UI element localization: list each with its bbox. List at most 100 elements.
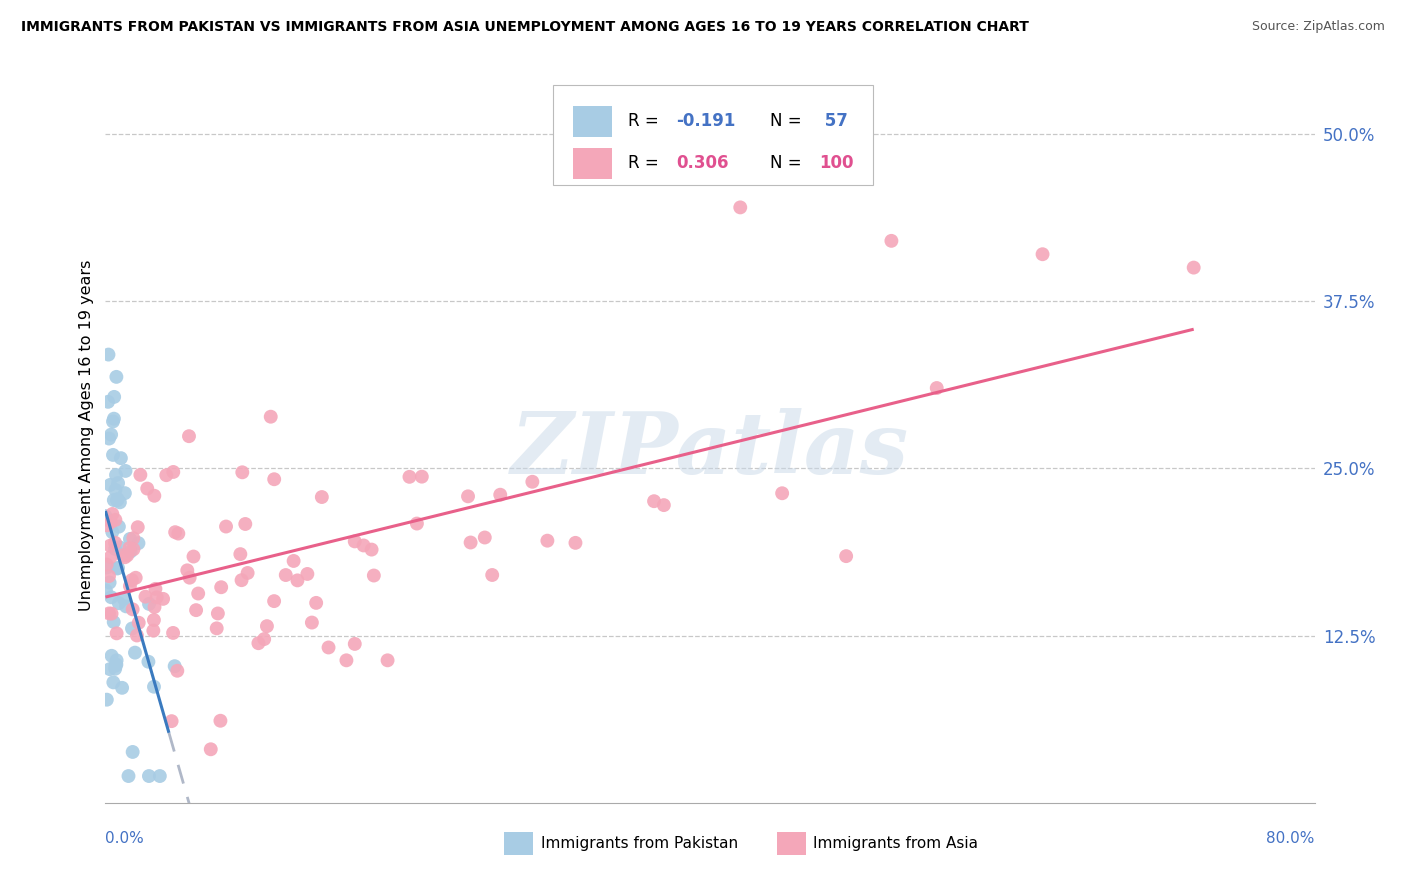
Y-axis label: Unemployment Among Ages 16 to 19 years: Unemployment Among Ages 16 to 19 years bbox=[79, 260, 94, 610]
Point bbox=[103, 493, 125, 508]
Point bbox=[925, 381, 948, 395]
Point bbox=[96, 560, 118, 574]
Point bbox=[343, 637, 366, 651]
Bar bbox=[776, 831, 806, 855]
Point bbox=[98, 662, 121, 676]
Point bbox=[176, 563, 198, 577]
Point bbox=[94, 583, 117, 598]
Point bbox=[536, 533, 558, 548]
Point bbox=[98, 539, 121, 553]
Point bbox=[335, 653, 357, 667]
Point bbox=[411, 469, 433, 483]
Point bbox=[643, 494, 665, 508]
Bar bbox=[505, 831, 533, 855]
Point bbox=[112, 591, 135, 606]
Point bbox=[134, 590, 156, 604]
Point bbox=[143, 680, 166, 694]
Point bbox=[108, 596, 131, 610]
Point bbox=[105, 370, 128, 384]
Point bbox=[118, 579, 141, 593]
Point bbox=[231, 465, 253, 479]
Point bbox=[96, 518, 118, 533]
Point bbox=[100, 607, 122, 621]
Text: 57: 57 bbox=[818, 112, 848, 129]
Point bbox=[101, 507, 124, 521]
Point bbox=[129, 467, 152, 482]
Point bbox=[127, 536, 149, 550]
Point bbox=[98, 478, 121, 492]
Point bbox=[205, 621, 228, 635]
Point bbox=[143, 489, 166, 503]
Point bbox=[97, 394, 120, 409]
Text: 0.306: 0.306 bbox=[676, 153, 728, 171]
Point bbox=[564, 536, 586, 550]
Point bbox=[489, 488, 512, 502]
Point bbox=[105, 493, 128, 508]
Point bbox=[311, 490, 333, 504]
Point bbox=[353, 538, 375, 552]
Point bbox=[117, 549, 139, 563]
Point bbox=[163, 659, 186, 673]
Point bbox=[98, 607, 121, 621]
Point bbox=[343, 534, 366, 549]
Point bbox=[215, 519, 238, 533]
Point bbox=[100, 648, 122, 663]
Point bbox=[652, 498, 675, 512]
Text: IMMIGRANTS FROM PAKISTAN VS IMMIGRANTS FROM ASIA UNEMPLOYMENT AMONG AGES 16 TO 1: IMMIGRANTS FROM PAKISTAN VS IMMIGRANTS F… bbox=[21, 20, 1029, 34]
Point bbox=[97, 347, 120, 362]
Point bbox=[122, 542, 145, 557]
Point bbox=[100, 550, 122, 565]
Point bbox=[229, 547, 252, 561]
Point bbox=[207, 607, 229, 621]
Point bbox=[122, 531, 145, 545]
Point bbox=[101, 524, 124, 539]
Point bbox=[263, 594, 285, 608]
Point bbox=[305, 596, 328, 610]
Point bbox=[460, 535, 482, 549]
Point bbox=[104, 658, 127, 673]
Point bbox=[166, 664, 188, 678]
Point bbox=[167, 526, 190, 541]
Text: R =: R = bbox=[628, 153, 664, 171]
Text: Immigrants from Pakistan: Immigrants from Pakistan bbox=[541, 836, 738, 851]
Point bbox=[138, 597, 160, 611]
Point bbox=[104, 513, 127, 527]
Point bbox=[256, 619, 278, 633]
Point bbox=[183, 549, 205, 564]
Point bbox=[121, 745, 143, 759]
Point bbox=[103, 675, 125, 690]
Point bbox=[114, 464, 136, 478]
Point bbox=[770, 486, 793, 500]
Point bbox=[107, 476, 129, 491]
Point bbox=[149, 769, 172, 783]
Point bbox=[125, 628, 148, 642]
Point bbox=[98, 575, 121, 590]
FancyBboxPatch shape bbox=[553, 86, 873, 185]
Point bbox=[730, 201, 752, 215]
Point bbox=[100, 591, 122, 605]
Point bbox=[160, 714, 183, 728]
Text: R =: R = bbox=[628, 112, 664, 129]
Point bbox=[105, 467, 128, 482]
Point bbox=[406, 516, 429, 531]
Point bbox=[100, 515, 122, 529]
Point bbox=[104, 662, 127, 676]
Point bbox=[283, 554, 305, 568]
Point bbox=[301, 615, 323, 630]
Point bbox=[260, 409, 283, 424]
Point bbox=[1182, 260, 1205, 275]
Text: 100: 100 bbox=[818, 153, 853, 171]
Point bbox=[103, 411, 125, 425]
Point bbox=[184, 603, 207, 617]
Point bbox=[118, 541, 141, 555]
Point bbox=[104, 535, 127, 549]
Point bbox=[1032, 247, 1054, 261]
Bar bbox=[574, 106, 612, 136]
Point bbox=[236, 566, 259, 580]
Point bbox=[124, 646, 146, 660]
Point bbox=[100, 427, 122, 442]
Point bbox=[145, 582, 167, 596]
Point bbox=[142, 613, 165, 627]
Point bbox=[108, 541, 131, 555]
Point bbox=[209, 714, 232, 728]
